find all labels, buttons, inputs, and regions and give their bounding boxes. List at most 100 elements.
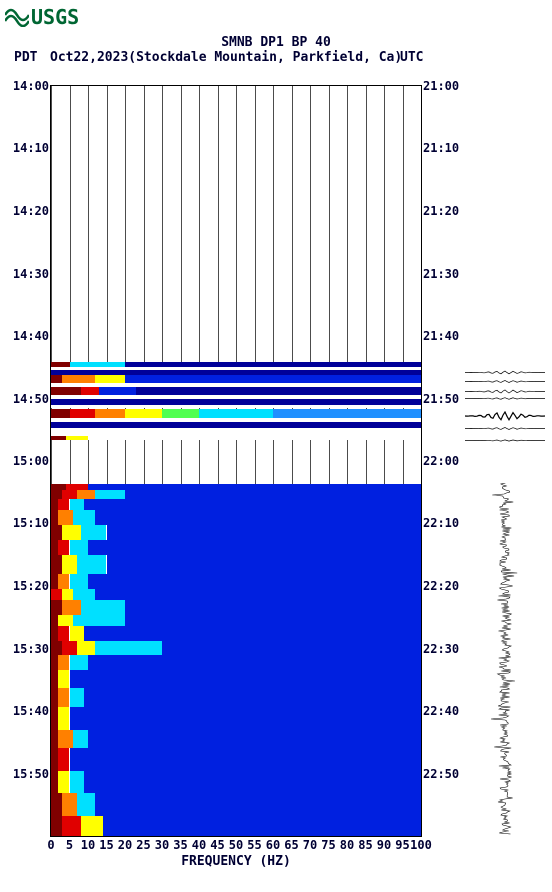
- spectro-seg: [88, 730, 421, 749]
- spectro-seg: [84, 499, 421, 510]
- spectro-seg: [51, 793, 62, 816]
- spectro-seg: [58, 615, 73, 626]
- spectro-row: [51, 626, 421, 641]
- spectro-seg: [62, 816, 81, 836]
- spectro-row: [51, 793, 421, 816]
- spectro-seg: [58, 499, 69, 510]
- spectro-seg: [70, 748, 422, 771]
- spectro-seg: [51, 600, 62, 615]
- x-tick-label: 15: [99, 838, 113, 852]
- spectro-seg: [51, 574, 58, 589]
- spectro-seg: [81, 816, 103, 836]
- spectral-band: [51, 409, 421, 418]
- logo-text: USGS: [31, 5, 79, 29]
- spectro-seg: [51, 748, 58, 771]
- chart-title: SMNB DP1 BP 40: [0, 35, 552, 50]
- y-tick-left: 14:00: [13, 79, 49, 93]
- band-seg: [273, 409, 421, 418]
- spectro-row: [51, 748, 421, 771]
- x-tick-label: 90: [377, 838, 391, 852]
- band-seg: [51, 428, 421, 436]
- spectro-row: [51, 540, 421, 555]
- band-seg: [70, 409, 96, 418]
- spectro-seg: [125, 600, 421, 615]
- x-tick-label: 25: [136, 838, 150, 852]
- y-tick-right: 21:00: [423, 79, 459, 93]
- band-seg: [199, 409, 273, 418]
- waveform-burst: [465, 379, 545, 384]
- spectro-seg: [51, 525, 62, 540]
- x-tick-label: 75: [321, 838, 335, 852]
- y-tick-right: 22:10: [423, 516, 459, 530]
- y-tick-right: 21:30: [423, 267, 459, 281]
- spectro-seg: [62, 555, 77, 574]
- wave-icon: [5, 7, 29, 27]
- spectro-row: [51, 525, 421, 540]
- spectro-seg: [51, 589, 62, 600]
- waveform-burst: [465, 438, 545, 443]
- spectro-row: [51, 615, 421, 626]
- spectro-seg: [70, 626, 85, 641]
- spectro-seg: [103, 816, 421, 836]
- spectro-seg: [88, 655, 421, 670]
- spectro-seg: [84, 626, 421, 641]
- x-tick-label: 60: [266, 838, 280, 852]
- spectro-seg: [95, 490, 125, 499]
- spectro-seg: [125, 490, 421, 499]
- spectro-seg: [73, 615, 125, 626]
- y-tick-left: 14:50: [13, 392, 49, 406]
- spectro-seg: [70, 655, 89, 670]
- x-tick-label: 100: [410, 838, 432, 852]
- spectro-seg: [77, 490, 96, 499]
- usgs-logo: USGS: [5, 5, 79, 29]
- spectro-seg: [62, 641, 77, 655]
- y-tick-left: 15:10: [13, 516, 49, 530]
- spectro-seg: [62, 490, 77, 499]
- date-station: Oct22,2023(Stockdale Mountain, Parkfield…: [50, 50, 402, 65]
- x-tick-label: 95: [395, 838, 409, 852]
- band-seg: [136, 387, 421, 395]
- spectro-row: [51, 816, 421, 836]
- spectro-row: [51, 730, 421, 749]
- x-tick-label: 35: [173, 838, 187, 852]
- spectro-seg: [51, 626, 58, 641]
- y-tick-right: 21:40: [423, 329, 459, 343]
- x-tick-label: 70: [303, 838, 317, 852]
- spectro-seg: [95, 589, 421, 600]
- y-tick-right: 22:30: [423, 642, 459, 656]
- spectro-row: [51, 589, 421, 600]
- spectro-seg: [70, 670, 422, 689]
- spectro-seg: [58, 540, 69, 555]
- spectro-seg: [95, 793, 421, 816]
- y-tick-right: 21:20: [423, 204, 459, 218]
- spectro-seg: [77, 555, 107, 574]
- spectro-seg: [70, 771, 85, 794]
- waveform-continuous: [465, 483, 545, 836]
- x-axis-title: FREQUENCY (HZ): [51, 854, 421, 869]
- y-tick-right: 21:10: [423, 141, 459, 155]
- y-tick-left: 15:30: [13, 642, 49, 656]
- spectro-seg: [70, 707, 422, 730]
- waveform-burst: [465, 411, 545, 421]
- band-seg: [62, 375, 95, 383]
- band-seg: [95, 409, 125, 418]
- spectro-row: [51, 555, 421, 574]
- spectro-seg: [62, 525, 81, 540]
- spectro-seg: [51, 655, 58, 670]
- spectro-seg: [58, 510, 73, 525]
- spectro-seg: [88, 574, 421, 589]
- spectro-seg: [51, 730, 58, 749]
- band-seg: [162, 409, 199, 418]
- spectro-seg: [81, 600, 125, 615]
- y-tick-left: 14:30: [13, 267, 49, 281]
- y-tick-left: 15:00: [13, 454, 49, 468]
- spectro-seg: [70, 540, 89, 555]
- x-tick-label: 10: [81, 838, 95, 852]
- spectro-seg: [58, 707, 69, 730]
- x-tick-label: 65: [284, 838, 298, 852]
- spectro-seg: [73, 510, 95, 525]
- spectro-seg: [73, 589, 95, 600]
- waveform-burst: [465, 370, 545, 375]
- spectro-seg: [95, 641, 162, 655]
- x-tick-label: 45: [210, 838, 224, 852]
